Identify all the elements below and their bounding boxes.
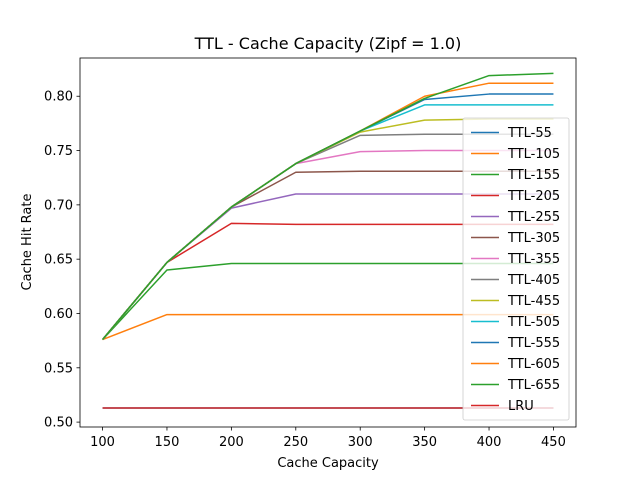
x-tick-label: 250 xyxy=(283,435,308,450)
legend-label: TTL-605 xyxy=(507,357,560,372)
x-axis-label: Cache Capacity xyxy=(277,456,379,471)
legend-label: TTL-205 xyxy=(507,189,560,204)
chart-title: TTL - Cache Capacity (Zipf = 1.0) xyxy=(194,34,462,53)
y-tick-label: 0.75 xyxy=(44,144,73,159)
x-tick-label: 450 xyxy=(541,435,566,450)
y-tick-label: 0.50 xyxy=(44,416,73,431)
plot-frame xyxy=(79,57,577,428)
x-tick-label: 300 xyxy=(348,435,373,450)
axes: 100 150 200 250 300 350 400 450 0.50 0.55 0.60 0.65… xyxy=(44,57,577,450)
legend-label: TTL-105 xyxy=(507,147,560,162)
y-axis-label: Cache Hit Rate xyxy=(20,194,35,291)
legend-label: TTL-355 xyxy=(507,252,560,267)
x-tick-label: 100 xyxy=(90,435,115,450)
x-tick-label: 200 xyxy=(219,435,244,450)
legend-label: TTL-555 xyxy=(507,336,560,351)
y-tick-label: 0.70 xyxy=(44,198,73,213)
legend-label: TTL-155 xyxy=(507,168,560,183)
legend-label: TTL-405 xyxy=(507,273,560,288)
x-tick-label: 150 xyxy=(155,435,180,450)
x-tick-label: 350 xyxy=(412,435,437,450)
x-tick-label: 400 xyxy=(477,435,502,450)
y-tick-label: 0.60 xyxy=(44,307,73,322)
legend: TTL-55 TTL-105 TTL-155 TTL-205 TTL-255 TTL-30… xyxy=(462,117,570,421)
legend-label: TTL-55 xyxy=(507,126,552,141)
y-tick-label: 0.80 xyxy=(44,90,73,105)
legend-label: TTL-655 xyxy=(507,378,560,393)
legend-label: TTL-255 xyxy=(507,210,560,225)
y-tick-label: 0.55 xyxy=(44,361,73,376)
legend-box xyxy=(462,117,570,421)
legend-label: TTL-455 xyxy=(507,294,560,309)
legend-label: TTL-505 xyxy=(507,315,560,330)
legend-label: LRU xyxy=(508,399,534,414)
y-tick-label: 0.65 xyxy=(44,253,73,268)
series-line-ttl-655 xyxy=(101,72,554,341)
legend-label: TTL-305 xyxy=(507,231,560,246)
